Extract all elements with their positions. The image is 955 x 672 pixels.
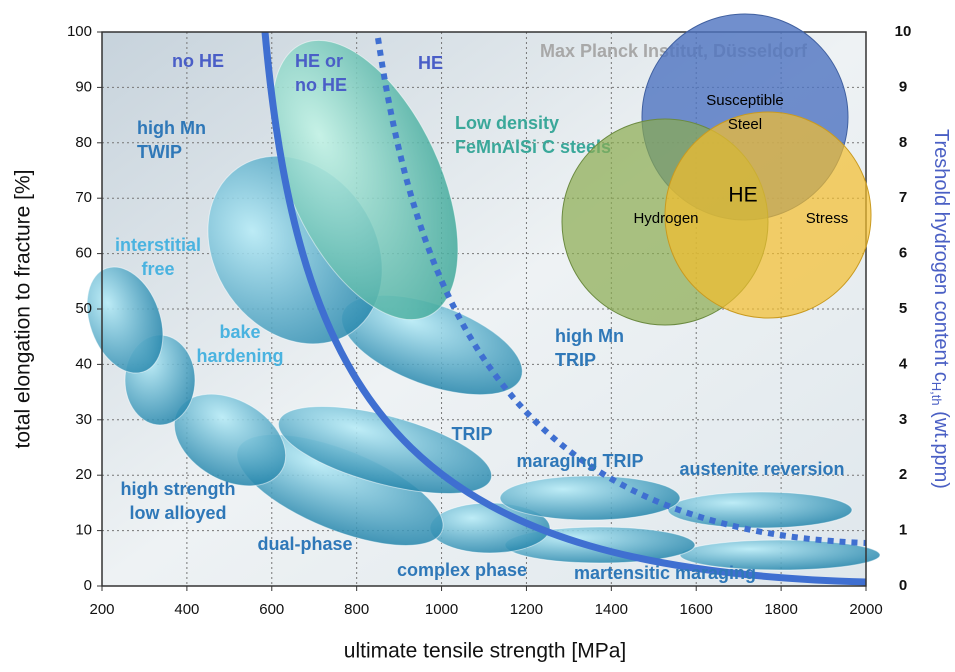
x-tick-label: 1000 xyxy=(425,601,458,618)
y2-tick-label: 3 xyxy=(899,411,907,428)
annotation: high Mn xyxy=(555,326,624,346)
y-axis-title: total elongation to fracture [%] xyxy=(12,170,35,449)
venn-intersection: HE xyxy=(728,184,757,207)
x-tick-label: 1600 xyxy=(680,601,713,618)
x-tick-label: 1200 xyxy=(510,601,543,618)
annotation: hardening xyxy=(196,346,283,366)
annotation: HE or xyxy=(295,51,343,71)
y-tick-label: 60 xyxy=(75,245,92,262)
y2-tick-label: 2 xyxy=(899,466,907,483)
venn-label: Susceptible xyxy=(706,92,784,109)
y2-tick-label: 8 xyxy=(899,134,907,151)
annotation: no HE xyxy=(295,75,347,95)
annotation: interstitial xyxy=(115,235,201,255)
y-tick-label: 40 xyxy=(75,355,92,372)
region xyxy=(668,492,852,528)
y-tick-label: 0 xyxy=(84,577,92,594)
annotation: HE xyxy=(418,53,443,73)
y-tick-label: 20 xyxy=(75,466,92,483)
x-axis-title: ultimate tensile strength [MPa] xyxy=(344,640,626,663)
x-tick-label: 800 xyxy=(344,601,369,618)
annotation: high strength xyxy=(121,479,236,499)
y-tick-label: 90 xyxy=(75,78,92,95)
y2-title-main: Treshold hydrogen content c xyxy=(930,129,952,382)
annotation: complex phase xyxy=(397,560,527,580)
annotation: low alloyed xyxy=(129,503,226,523)
x-tick-label: 600 xyxy=(259,601,284,618)
y2-axis-title: Treshold hydrogen content cH,th (wt.ppm) xyxy=(929,129,952,489)
annotation: high Mn xyxy=(137,118,206,138)
y2-tick-label: 10 xyxy=(895,23,912,40)
annotation: no HE xyxy=(172,51,224,71)
x-tick-label: 200 xyxy=(89,601,114,618)
y-tick-label: 30 xyxy=(75,411,92,428)
venn-label: Stress xyxy=(806,210,849,227)
y2-title-unit: (wt.ppm) xyxy=(930,406,952,489)
x-tick-label: 1800 xyxy=(764,601,797,618)
annotation: bake xyxy=(219,322,260,342)
annotation: martensitic maraging xyxy=(574,563,756,583)
y2-tick-label: 6 xyxy=(899,245,907,262)
annotation: Low density xyxy=(455,113,559,133)
y-tick-label: 50 xyxy=(75,300,92,317)
annotation: austenite reversion xyxy=(679,459,844,479)
y2-tick-label: 1 xyxy=(899,522,907,539)
y2-tick-label: 5 xyxy=(899,300,907,317)
y-tick-label: 100 xyxy=(67,23,92,40)
annotation: TRIP xyxy=(451,424,492,444)
y2-tick-label: 4 xyxy=(899,355,908,372)
venn-label: Steel xyxy=(728,116,762,133)
y2-tick-label: 9 xyxy=(899,78,907,95)
annotation: TWIP xyxy=(137,142,182,162)
y2-title-sub: H,th xyxy=(929,382,944,406)
annotation: maraging TRIP xyxy=(516,451,643,471)
region xyxy=(500,476,680,520)
annotation: dual-phase xyxy=(257,534,352,554)
y2-tick-label: 7 xyxy=(899,189,907,206)
y-tick-label: 10 xyxy=(75,522,92,539)
x-tick-label: 400 xyxy=(174,601,199,618)
venn-label: Hydrogen xyxy=(633,210,698,227)
x-tick-label: 1400 xyxy=(595,601,628,618)
chart: 2004006008001000120014001600180020000102… xyxy=(0,0,955,667)
x-tick-label: 2000 xyxy=(849,601,882,618)
annotation: TRIP xyxy=(555,350,596,370)
y2-tick-label: 0 xyxy=(899,577,907,594)
y-tick-label: 80 xyxy=(75,134,92,151)
y-tick-label: 70 xyxy=(75,189,92,206)
annotation: free xyxy=(141,259,174,279)
